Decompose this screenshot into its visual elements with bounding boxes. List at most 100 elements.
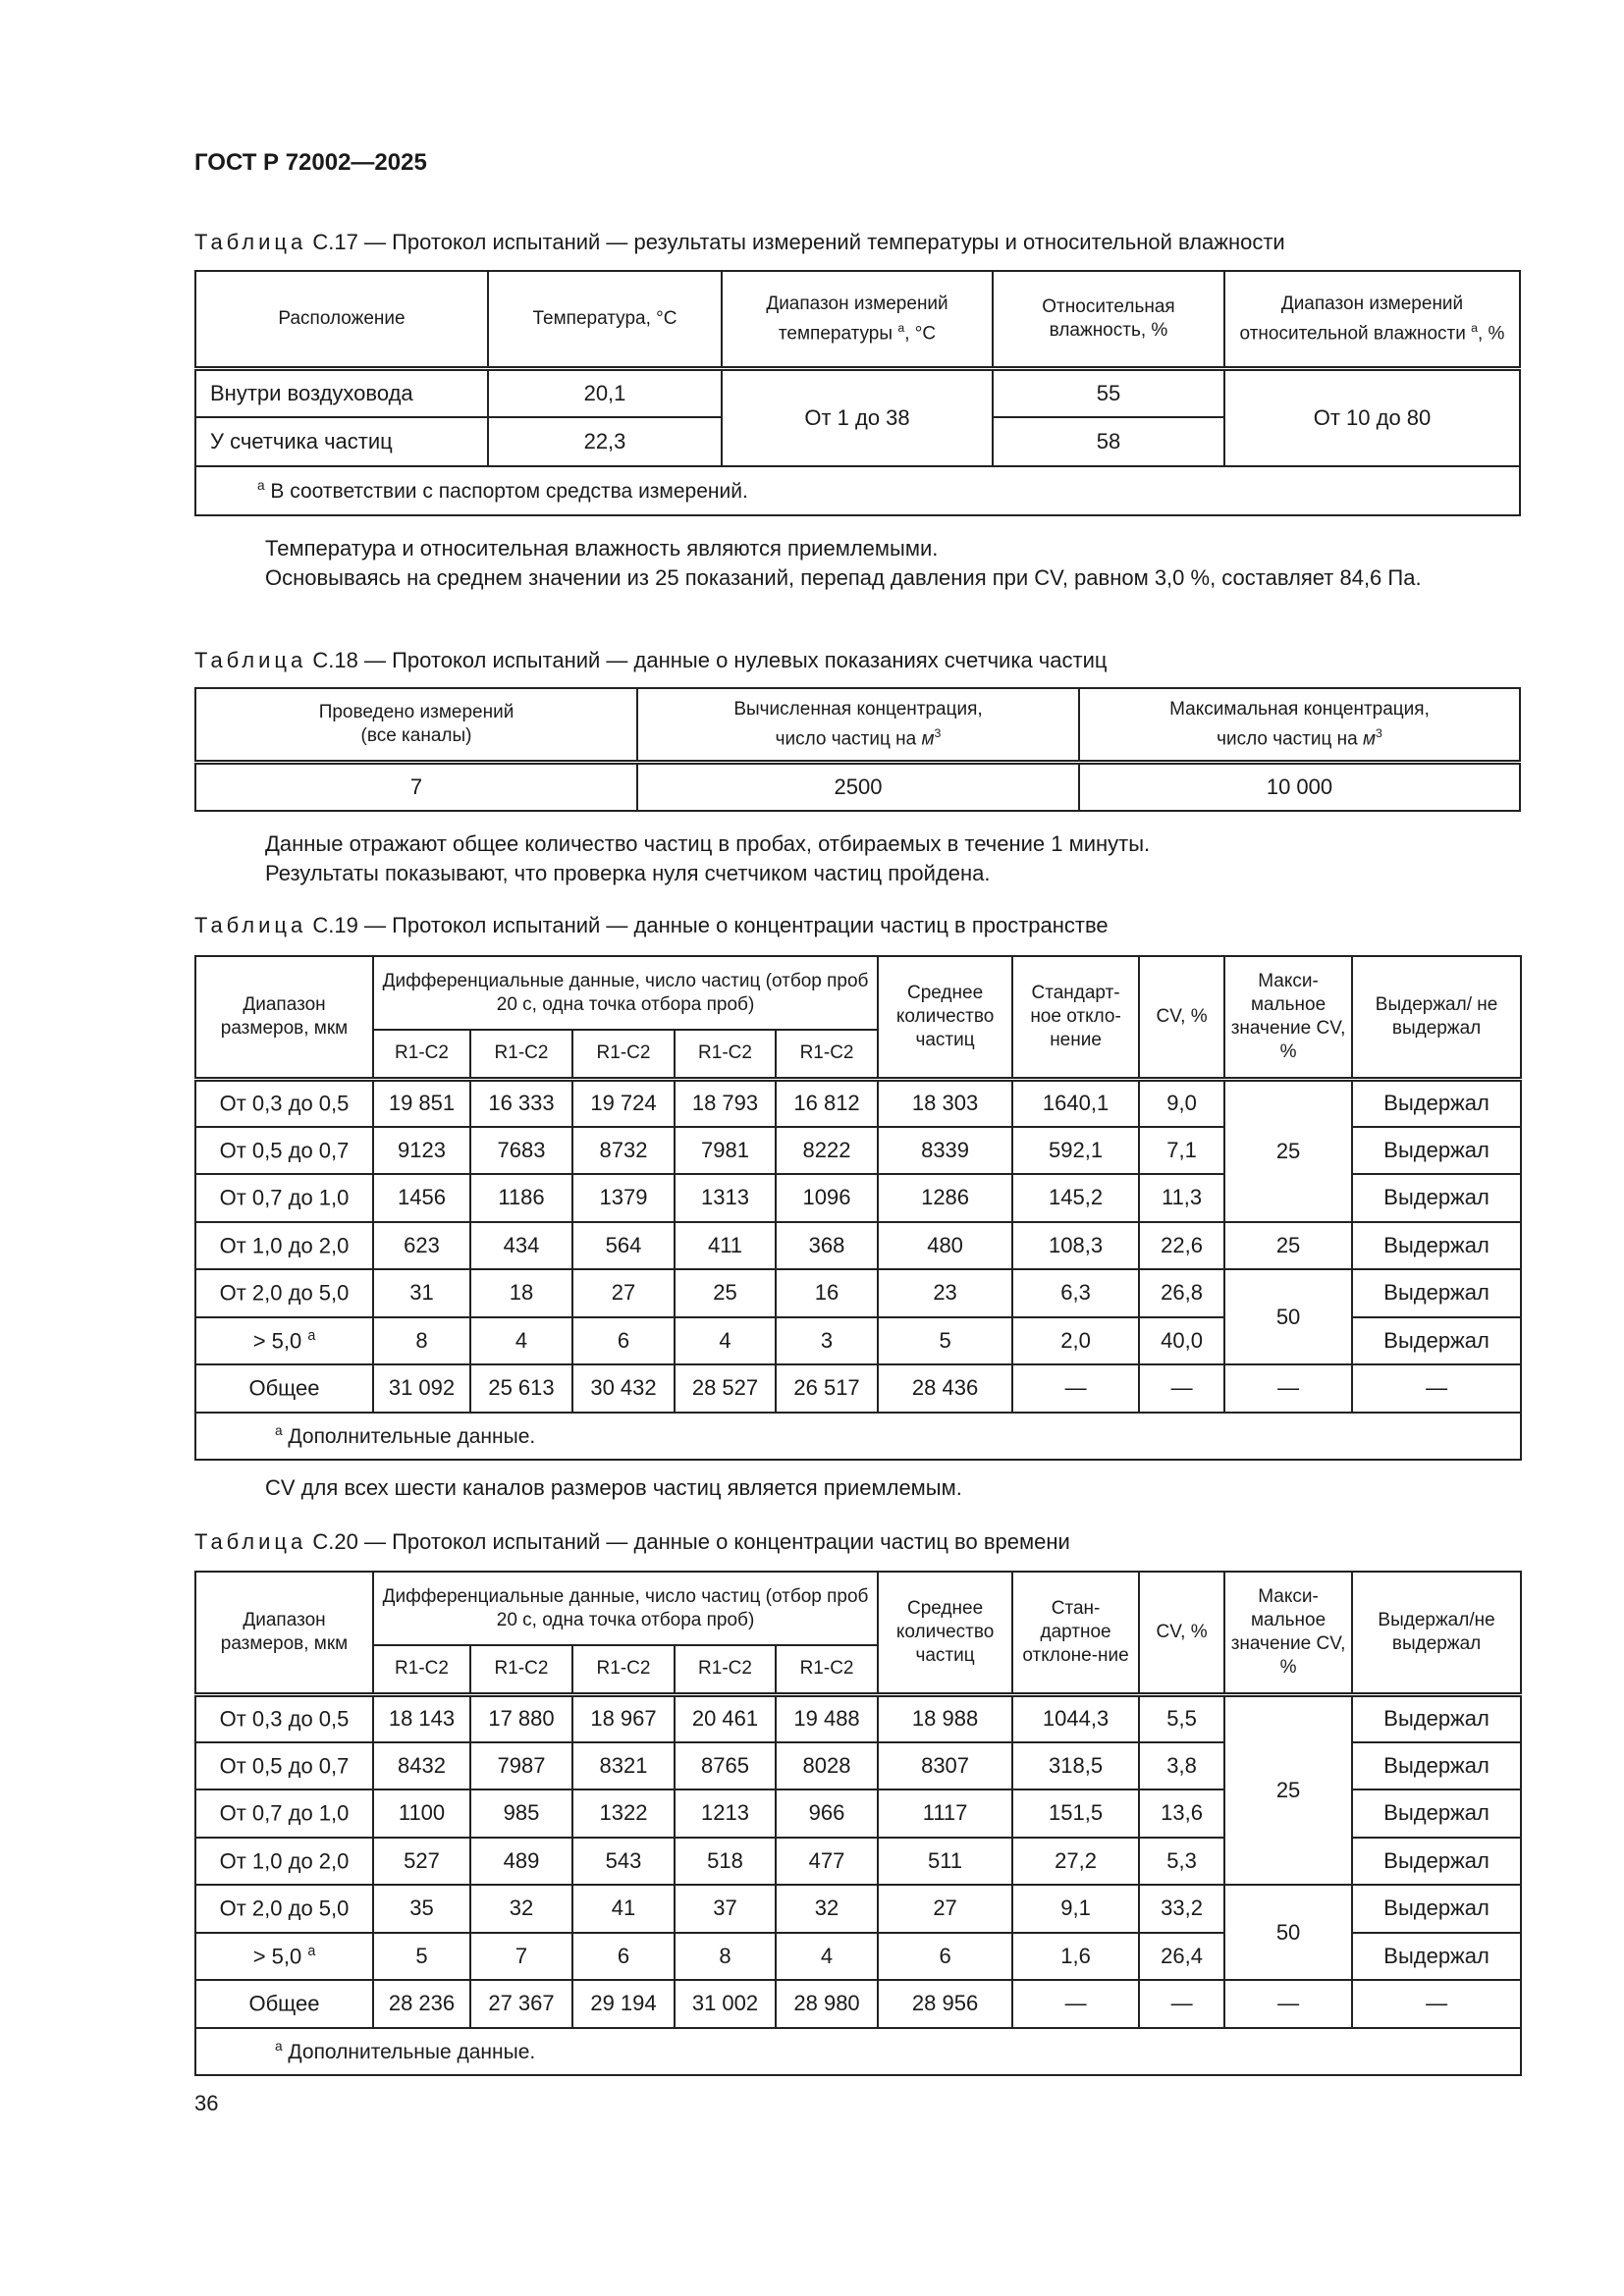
- channel-value-cell: 28 980: [774, 1979, 880, 2029]
- channel-value-cell: 543: [571, 1836, 676, 1886]
- header-measurements: Проведено измерений (все каналы): [194, 687, 638, 765]
- pass-fail-cell: —: [1351, 1363, 1523, 1414]
- mean-cell: 18 303: [877, 1078, 1014, 1128]
- channel-value-cell: 8: [674, 1931, 777, 1981]
- pass-fail-cell: Выдержал: [1351, 1884, 1523, 1934]
- calculated-cell: 2500: [636, 761, 1080, 812]
- pass-fail-cell: Выдержал: [1351, 1836, 1523, 1886]
- channel-value-cell: 4: [774, 1931, 880, 1981]
- channel-value-cell: 8432: [372, 1740, 471, 1790]
- pass-fail-cell: Выдержал: [1351, 1125, 1523, 1175]
- channel-value-cell: 489: [469, 1836, 573, 1886]
- table-row: > 5,0 а 5 7 6 8 4 6 1,6 26,4 Выдержал: [194, 1931, 1523, 1981]
- max-cv-cell: 25: [1223, 1693, 1354, 1886]
- max-cv-cell: —: [1223, 1363, 1354, 1414]
- footnote: а Дополнительные данные.: [193, 1411, 1523, 1461]
- max-cv-cell: 25: [1223, 1220, 1354, 1270]
- humidity-cell: 58: [992, 416, 1225, 467]
- std-dev-cell: —: [1011, 1363, 1141, 1414]
- std-dev-cell: 1044,3: [1011, 1693, 1141, 1743]
- size-range-cell: От 0,7 до 1,0: [194, 1173, 374, 1223]
- header-channel: R1-C2: [372, 1644, 471, 1697]
- paragraph: CV для всех шести каналов размеров части…: [265, 1475, 962, 1500]
- paragraph: Результаты показывают, что проверка нуля…: [265, 861, 991, 885]
- table-c18: Проведено измерений (все каналы) Вычислен…: [194, 687, 1521, 812]
- channel-value-cell: 985: [469, 1789, 573, 1839]
- channel-value-cell: 9123: [372, 1125, 471, 1175]
- std-dev-cell: 9,1: [1011, 1884, 1141, 1934]
- channel-value-cell: 20 461: [674, 1693, 777, 1743]
- size-range-cell: > 5,0 а: [194, 1931, 374, 1981]
- header-channel: R1-C2: [372, 1029, 471, 1082]
- mean-cell: 28 436: [877, 1363, 1014, 1414]
- channel-value-cell: 1100: [372, 1789, 471, 1839]
- table-c19: Диапазон размеров, мкм Дифференциальные д…: [193, 955, 1523, 1461]
- channel-value-cell: 18 143: [372, 1693, 471, 1743]
- table-row: От 2,0 до 5,0 35 32 41 37 32 27 9,1 33,2 50 Выдерж…: [194, 1884, 1523, 1981]
- channel-value-cell: 623: [372, 1220, 471, 1270]
- channel-value-cell: 18 793: [674, 1078, 777, 1128]
- channel-value-cell: 7: [469, 1931, 573, 1981]
- cv-cell: 40,0: [1138, 1315, 1226, 1365]
- channel-value-cell: 1313: [674, 1173, 777, 1223]
- table-row: От 0,5 до 0,7 8432 7987 8321 8765 8028 8307 318…: [194, 1740, 1523, 1790]
- channel-value-cell: 564: [571, 1220, 676, 1270]
- text-block-1: Температура и относительная влажность яв…: [194, 534, 1519, 593]
- size-range-cell: Общее: [194, 1979, 374, 2029]
- pass-fail-cell: Выдержал: [1351, 1078, 1523, 1128]
- mean-cell: 23: [877, 1268, 1014, 1318]
- header-channel: R1-C2: [571, 1644, 676, 1697]
- std-dev-cell: 27,2: [1011, 1836, 1141, 1886]
- channel-value-cell: 18 967: [571, 1693, 676, 1743]
- table-row: От 1,0 до 2,0 623 434 564 411 368 480 108,3 22,6…: [194, 1220, 1523, 1270]
- pass-fail-cell: —: [1351, 1979, 1523, 2029]
- channel-value-cell: 19 724: [571, 1078, 676, 1128]
- channel-value-cell: 518: [674, 1836, 777, 1886]
- header-channel: R1-C2: [571, 1029, 676, 1082]
- std-dev-cell: 6,3: [1011, 1268, 1141, 1318]
- header-max-concentration: Максимальная концентрация, число частиц н…: [1078, 687, 1521, 765]
- pass-fail-cell: Выдержал: [1351, 1789, 1523, 1839]
- pass-fail-cell: Выдержал: [1351, 1740, 1523, 1790]
- channel-value-cell: 25 613: [469, 1363, 573, 1414]
- channel-value-cell: 16 812: [774, 1078, 880, 1128]
- table-row: > 5,0 а 8 4 6 4 3 5 2,0 40,0 Выдержал: [194, 1315, 1523, 1365]
- channel-value-cell: 6: [571, 1931, 676, 1981]
- table-row: От 0,3 до 0,5 18 143 17 880 18 967 20 461 19 …: [194, 1693, 1523, 1886]
- header-location: Расположение: [194, 270, 489, 371]
- channel-value-cell: 4: [469, 1315, 573, 1365]
- channel-value-cell: 28 527: [674, 1363, 777, 1414]
- cv-cell: 26,4: [1138, 1931, 1226, 1981]
- header-size-range: Диапазон размеров, мкм: [194, 1571, 374, 1697]
- table-c18-caption: Таблица С.18 — Протокол испытаний — данн…: [194, 648, 1108, 672]
- channel-value-cell: 16 333: [469, 1078, 573, 1128]
- document-title: ГОСТ Р 72002—2025: [194, 149, 427, 176]
- header-channel: R1-C2: [774, 1644, 880, 1697]
- std-dev-cell: 318,5: [1011, 1740, 1141, 1790]
- channel-value-cell: 29 194: [571, 1979, 676, 2029]
- table-row: От 0,7 до 1,0 1100 985 1322 1213 966 1117 151,5…: [194, 1789, 1523, 1839]
- table-c20-caption: Таблица С.20 — Протокол испытаний — данн…: [194, 1529, 1070, 1554]
- pass-fail-cell: Выдержал: [1351, 1931, 1523, 1981]
- table-row: Общее 31 092 25 613 30 432 28 527 26 517 28 43…: [194, 1363, 1523, 1414]
- table-c17-caption: Таблица С.17 — Протокол испытаний — резу…: [194, 230, 1285, 255]
- channel-value-cell: 1186: [469, 1173, 573, 1223]
- channel-value-cell: 37: [674, 1884, 777, 1934]
- channel-value-cell: 5: [372, 1931, 471, 1981]
- table-row: Общее 28 236 27 367 29 194 31 002 28 980 28 95…: [194, 1979, 1523, 2029]
- max-cv-cell: 50: [1223, 1884, 1354, 1981]
- table-row: У счетчика частиц 22,3 58: [194, 416, 1520, 467]
- mean-cell: 1286: [877, 1173, 1014, 1223]
- std-dev-cell: —: [1011, 1979, 1141, 2029]
- header-pass-fail: Выдержал/ не выдержал: [1351, 955, 1523, 1082]
- cv-cell: 22,6: [1138, 1220, 1226, 1270]
- temperature-cell: 22,3: [487, 416, 723, 467]
- channel-value-cell: 32: [469, 1884, 573, 1934]
- channel-value-cell: 19 488: [774, 1693, 880, 1743]
- mean-cell: 8339: [877, 1125, 1014, 1175]
- cv-cell: 9,0: [1138, 1078, 1226, 1128]
- location-cell: У счетчика частиц: [194, 416, 489, 467]
- mean-cell: 1117: [877, 1789, 1014, 1839]
- mean-cell: 5: [877, 1315, 1014, 1365]
- channel-value-cell: 32: [774, 1884, 880, 1934]
